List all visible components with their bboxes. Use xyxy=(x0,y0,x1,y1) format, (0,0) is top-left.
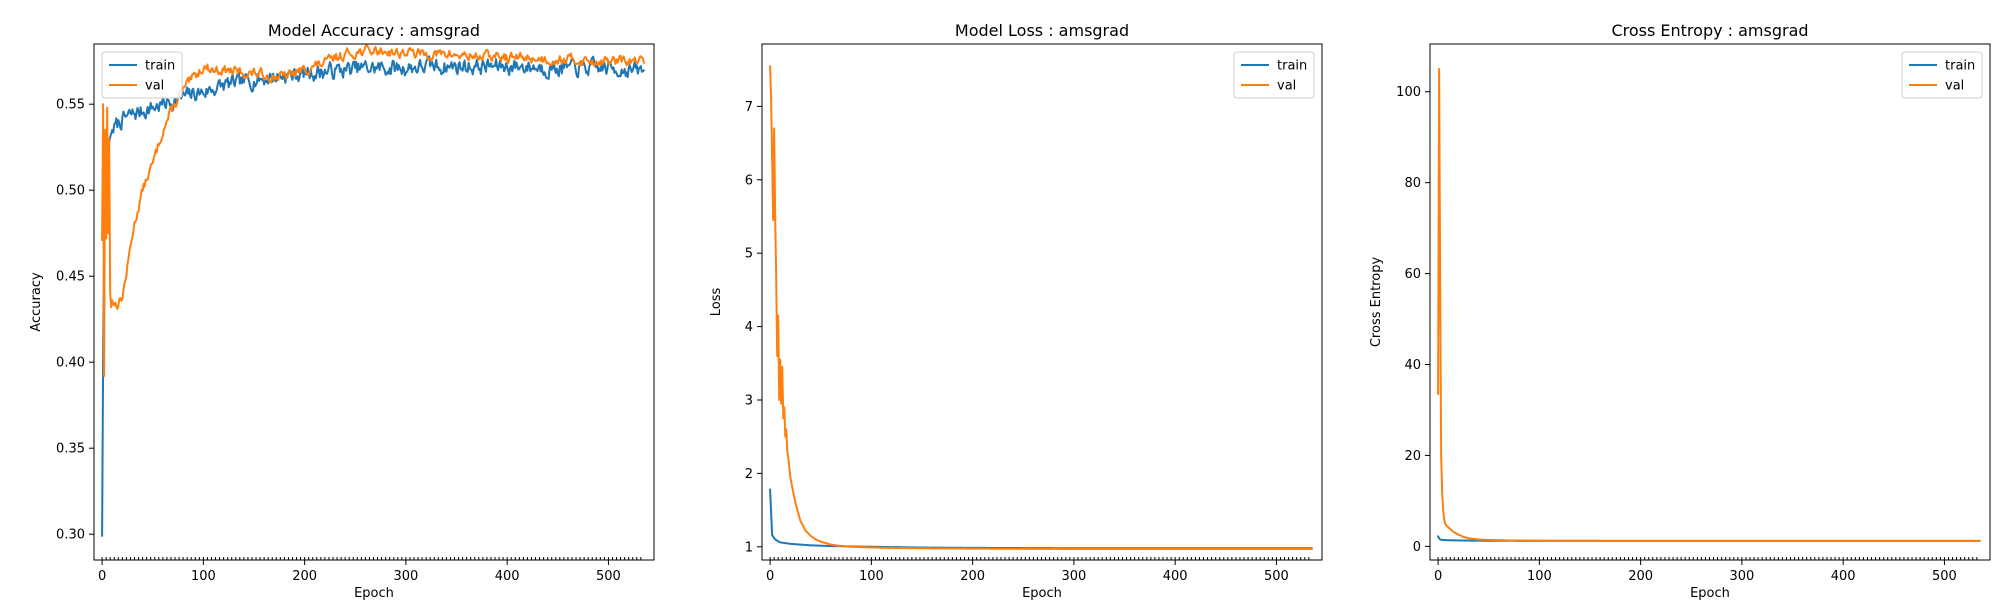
legend-box xyxy=(1901,51,1983,99)
y-tick-label: 80 xyxy=(1404,176,1421,191)
x-tick-label: 400 xyxy=(1831,569,1856,584)
y-tick-label: 20 xyxy=(1404,449,1421,464)
y-tick-label: 0 xyxy=(1413,540,1421,555)
legend: train val xyxy=(1901,51,1983,99)
x-tick-label: 300 xyxy=(1729,569,1754,584)
y-axis-label: Accuracy xyxy=(29,272,44,332)
y-tick-label: 0.35 xyxy=(56,442,85,457)
chart-panel-2: Cross Entropy : amsgrad 0 100 200 300 400 500 0… xyxy=(1369,21,1991,601)
y-tick-label: 1 xyxy=(745,540,753,555)
x-tick-label: 400 xyxy=(1163,569,1188,584)
x-tick-label: 100 xyxy=(191,569,216,584)
x-tick-label: 300 xyxy=(393,569,418,584)
series-line-val xyxy=(1437,68,1981,542)
legend-label-train: train xyxy=(1945,59,1975,74)
x-tick-label: 0 xyxy=(1434,569,1442,584)
axes-frame xyxy=(761,43,1323,561)
x-tick-label: 500 xyxy=(596,569,621,584)
y-axis-label: Cross Entropy xyxy=(1369,257,1384,348)
y-tick-label: 7 xyxy=(745,100,753,115)
y-tick-label: 2 xyxy=(745,467,753,482)
legend: train val xyxy=(1233,51,1315,99)
axes-frame xyxy=(1429,43,1991,561)
legend-label-train: train xyxy=(145,59,175,74)
y-tick-label: 3 xyxy=(745,393,753,408)
chart-panel-0: Model Accuracy : amsgrad 0 100 200 300 400 500… xyxy=(29,21,655,601)
y-tick-label: 4 xyxy=(745,320,753,335)
legend-label-train: train xyxy=(1277,59,1307,74)
x-tick-label: 200 xyxy=(1628,569,1653,584)
x-tick-label: 100 xyxy=(859,569,884,584)
y-tick-label: 6 xyxy=(745,173,753,188)
x-tick-label: 500 xyxy=(1264,569,1289,584)
y-tick-label: 5 xyxy=(745,247,753,262)
series-line-val xyxy=(769,65,1313,550)
x-axis-label: Epoch xyxy=(1690,586,1730,601)
series-line-val xyxy=(101,44,645,377)
y-tick-label: 60 xyxy=(1404,267,1421,282)
y-tick-label: 40 xyxy=(1404,358,1421,373)
x-axis-label: Epoch xyxy=(1022,586,1062,601)
y-tick-label: 0.55 xyxy=(56,98,85,113)
legend-label-val: val xyxy=(1945,79,1964,94)
chart-panel-1: Model Loss : amsgrad 0 100 200 300 400 500 1 2 3 4… xyxy=(709,21,1323,601)
x-tick-label: 200 xyxy=(960,569,985,584)
y-tick-label: 100 xyxy=(1396,85,1421,100)
x-tick-label: 300 xyxy=(1061,569,1086,584)
legend-label-val: val xyxy=(145,79,164,94)
y-axis-label: Loss xyxy=(709,288,724,317)
y-tick-label: 0.30 xyxy=(56,528,85,543)
axes-frame xyxy=(93,43,655,561)
legend: train val xyxy=(101,51,183,99)
y-tick-label: 0.40 xyxy=(56,356,85,371)
x-tick-label: 0 xyxy=(766,569,774,584)
x-tick-label: 500 xyxy=(1932,569,1957,584)
chart-title: Model Accuracy : amsgrad xyxy=(268,21,480,40)
legend-label-val: val xyxy=(1277,79,1296,94)
legend-box xyxy=(1233,51,1315,99)
chart-title: Cross Entropy : amsgrad xyxy=(1611,21,1808,40)
y-tick-label: 0.45 xyxy=(56,270,85,285)
series-line-train xyxy=(101,55,645,537)
chart-title: Model Loss : amsgrad xyxy=(955,21,1129,40)
x-tick-label: 200 xyxy=(292,569,317,584)
x-tick-label: 100 xyxy=(1527,569,1552,584)
series-line-train xyxy=(769,488,1313,550)
y-tick-label: 0.50 xyxy=(56,184,85,199)
legend-box xyxy=(101,51,183,99)
x-axis-label: Epoch xyxy=(354,586,394,601)
x-tick-label: 0 xyxy=(98,569,106,584)
x-tick-label: 400 xyxy=(495,569,520,584)
